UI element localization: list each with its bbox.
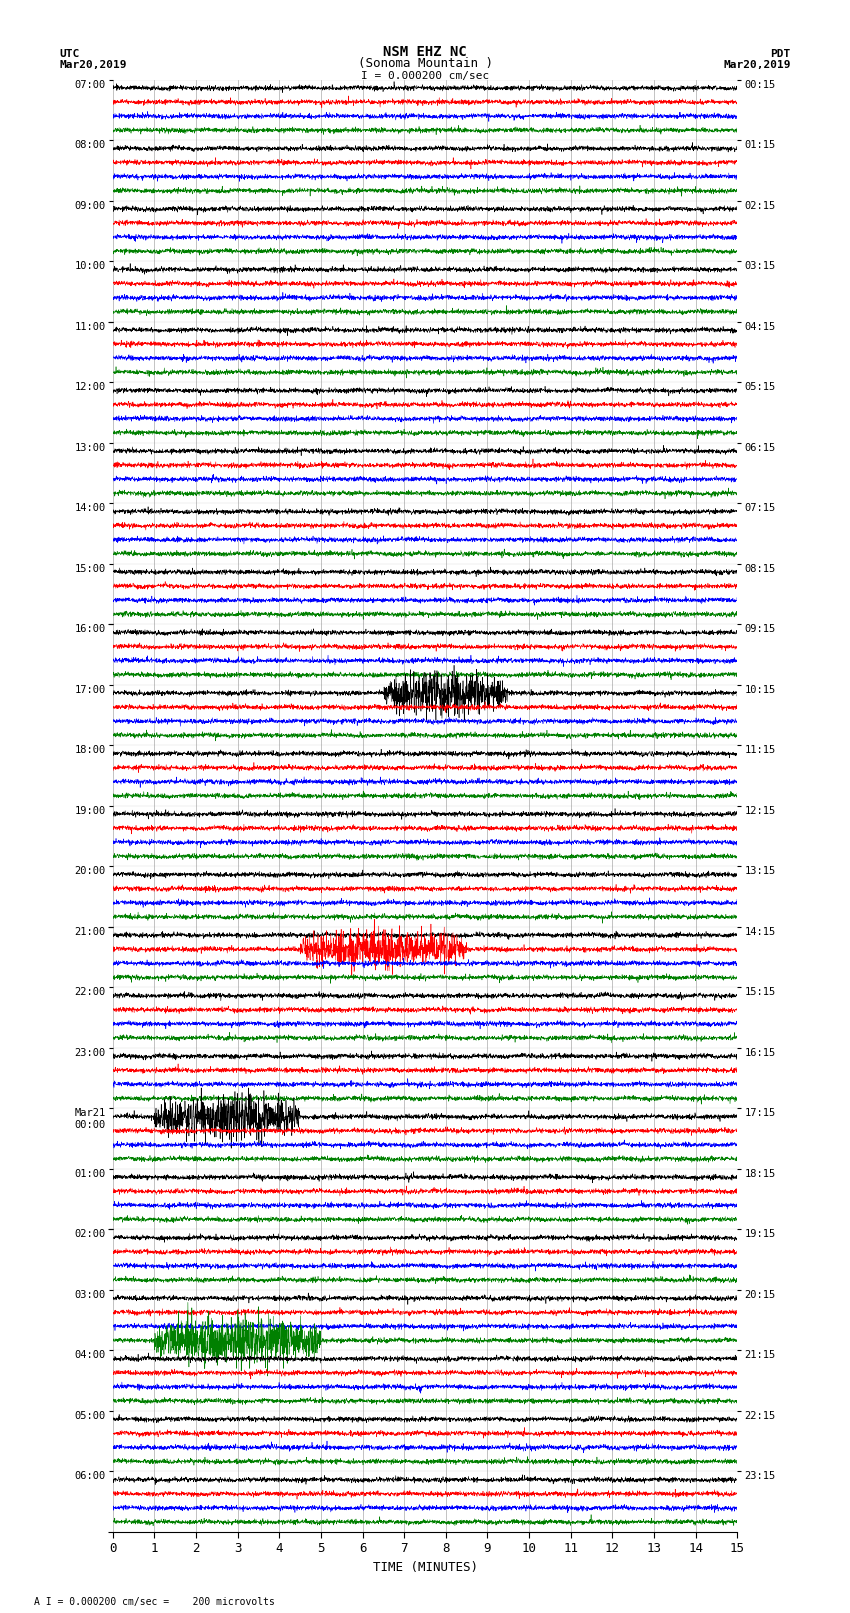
Text: Mar20,2019: Mar20,2019 <box>723 60 791 71</box>
Text: Mar20,2019: Mar20,2019 <box>60 60 127 71</box>
Text: I = 0.000200 cm/sec: I = 0.000200 cm/sec <box>361 71 489 81</box>
Text: NSM EHZ NC: NSM EHZ NC <box>383 45 467 58</box>
Text: A I = 0.000200 cm/sec =    200 microvolts: A I = 0.000200 cm/sec = 200 microvolts <box>34 1597 275 1607</box>
X-axis label: TIME (MINUTES): TIME (MINUTES) <box>372 1561 478 1574</box>
Text: (Sonoma Mountain ): (Sonoma Mountain ) <box>358 56 492 71</box>
Text: UTC: UTC <box>60 48 80 58</box>
Text: PDT: PDT <box>770 48 790 58</box>
